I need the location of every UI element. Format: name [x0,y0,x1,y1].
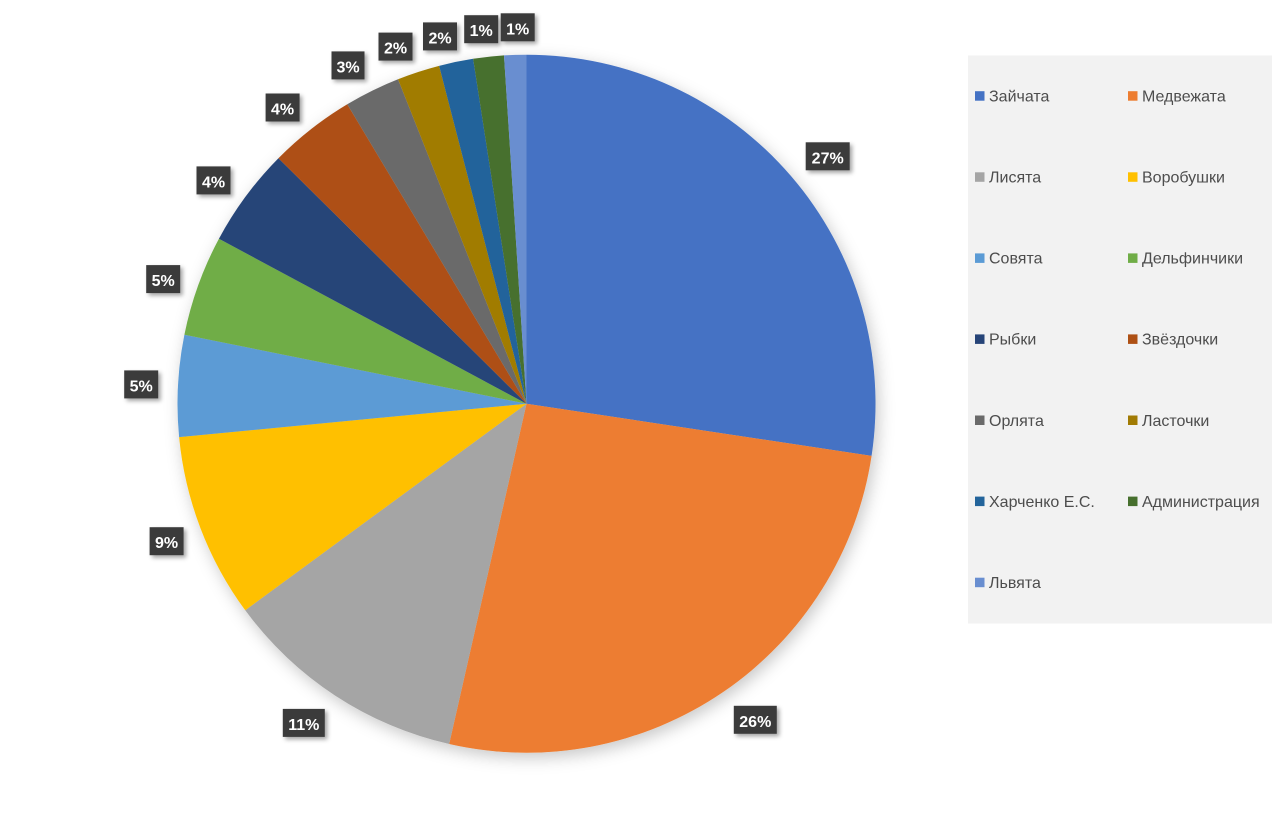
svg-text:4%: 4% [271,102,294,119]
svg-text:26%: 26% [739,714,771,731]
svg-text:Ласточки: Ласточки [1142,413,1209,430]
svg-text:11%: 11% [288,717,319,734]
svg-text:3%: 3% [336,59,359,76]
svg-text:Орлята: Орлята [989,413,1044,430]
svg-text:2%: 2% [384,41,407,58]
svg-text:9%: 9% [155,535,178,552]
svg-text:Львята: Львята [989,575,1041,592]
svg-text:5%: 5% [152,273,175,290]
svg-text:Харченко Е.С.: Харченко Е.С. [989,494,1095,511]
svg-text:Лисята: Лисята [989,170,1041,187]
svg-text:Воробушки: Воробушки [1142,170,1225,187]
svg-text:Звёздочки: Звёздочки [1142,332,1218,349]
svg-text:4%: 4% [202,174,225,191]
svg-text:Рыбки: Рыбки [989,332,1036,349]
svg-text:Администрация: Администрация [1142,494,1260,511]
svg-text:2%: 2% [428,30,451,47]
svg-text:Медвежата: Медвежата [1142,89,1226,106]
svg-text:Зайчата: Зайчата [989,89,1050,106]
svg-text:Дельфинчики: Дельфинчики [1142,251,1243,268]
svg-text:5%: 5% [130,378,153,395]
svg-text:27%: 27% [812,150,844,167]
svg-text:Совята: Совята [989,251,1043,268]
svg-text:1%: 1% [470,23,493,40]
svg-text:1%: 1% [506,21,529,38]
